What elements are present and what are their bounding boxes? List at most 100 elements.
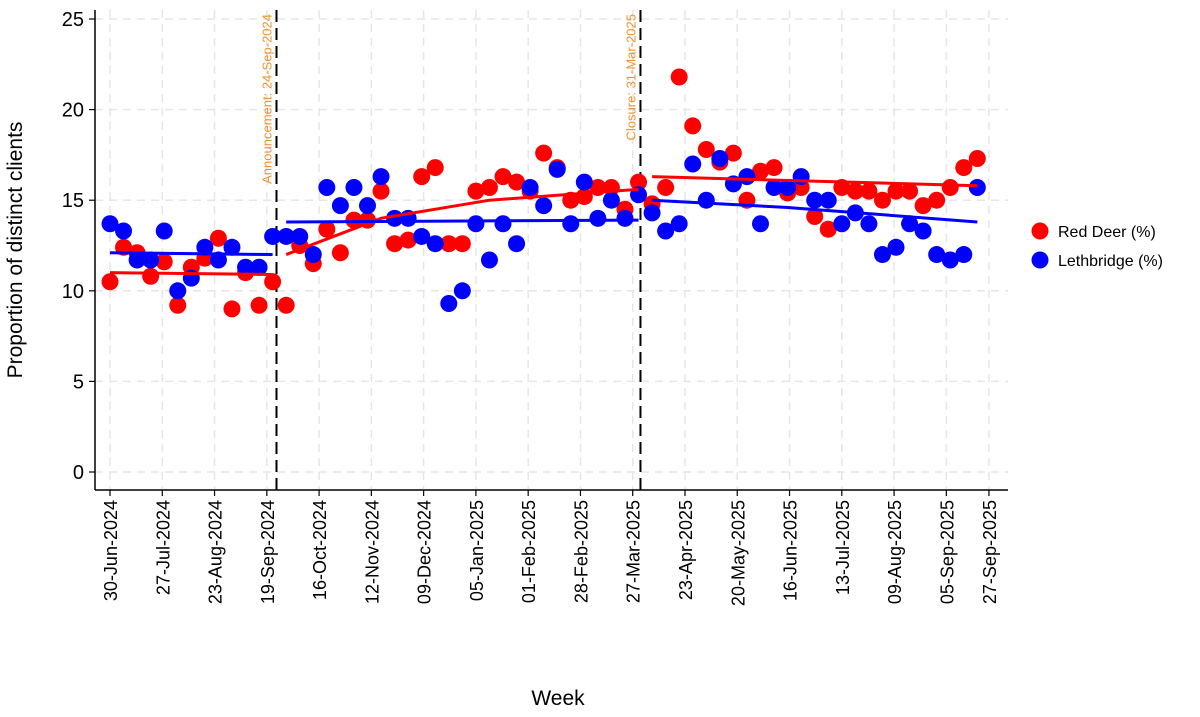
data-point-red-deer bbox=[914, 197, 932, 215]
data-point-red-deer bbox=[440, 235, 458, 253]
data-point-red-deer bbox=[955, 159, 973, 177]
data-point-red-deer bbox=[480, 179, 498, 197]
data-point-red-deer bbox=[142, 267, 160, 285]
event-annotation-label: Closure: 31-Mar-2025 bbox=[623, 14, 638, 140]
data-point-red-deer bbox=[819, 220, 837, 238]
data-point-lethbridge bbox=[196, 238, 214, 256]
data-point-red-deer bbox=[846, 182, 864, 200]
data-point-lethbridge bbox=[833, 215, 851, 233]
data-point-red-deer bbox=[494, 168, 512, 186]
axes bbox=[94, 10, 1008, 491]
data-point-red-deer bbox=[765, 159, 783, 177]
data-point-lethbridge bbox=[968, 179, 986, 197]
data-point-lethbridge bbox=[521, 179, 539, 197]
legend-marker-red-deer bbox=[1031, 222, 1049, 240]
x-tick-label: 12-Nov-2024 bbox=[362, 500, 382, 604]
data-point-red-deer bbox=[751, 162, 769, 180]
data-point-lethbridge bbox=[697, 191, 715, 209]
data-point-lethbridge bbox=[264, 227, 282, 245]
data-point-red-deer bbox=[101, 273, 119, 291]
data-point-red-deer bbox=[670, 68, 688, 86]
data-point-red-deer bbox=[873, 191, 891, 209]
x-tick-label: 16-Jun-2025 bbox=[781, 500, 801, 601]
legend-label-lethbridge: Lethbridge (%) bbox=[1058, 253, 1163, 270]
grid bbox=[95, 10, 1008, 490]
data-point-lethbridge bbox=[779, 179, 797, 197]
legend-marker-lethbridge bbox=[1031, 251, 1049, 269]
data-point-lethbridge bbox=[453, 282, 471, 300]
data-point-red-deer bbox=[426, 159, 444, 177]
x-tick-label: 23-Apr-2025 bbox=[676, 500, 696, 600]
data-point-lethbridge bbox=[928, 246, 946, 264]
data-point-lethbridge bbox=[602, 191, 620, 209]
data-point-red-deer bbox=[535, 144, 553, 162]
fit-line-lethbridge bbox=[651, 198, 978, 224]
data-point-lethbridge bbox=[304, 246, 322, 264]
data-point-red-deer bbox=[806, 208, 824, 226]
x-tick-label: 16-Oct-2024 bbox=[310, 500, 330, 600]
y-tick-label: 5 bbox=[73, 371, 84, 393]
x-tick-label: 13-Jul-2025 bbox=[833, 500, 853, 595]
data-point-red-deer bbox=[223, 300, 241, 318]
data-point-lethbridge bbox=[941, 251, 959, 269]
data-point-red-deer bbox=[901, 182, 919, 200]
data-point-lethbridge bbox=[426, 235, 444, 253]
data-point-red-deer bbox=[928, 191, 946, 209]
data-point-lethbridge bbox=[792, 168, 810, 186]
data-point-lethbridge bbox=[128, 251, 146, 269]
data-point-red-deer bbox=[968, 150, 986, 168]
data-point-red-deer bbox=[169, 296, 187, 314]
data-point-red-deer bbox=[941, 179, 959, 197]
data-point-lethbridge bbox=[345, 179, 363, 197]
data-point-lethbridge bbox=[684, 155, 702, 173]
data-point-lethbridge bbox=[873, 246, 891, 264]
event-lines: Announcement: 24-Sep-2024 Closure: 31-Mar… bbox=[259, 10, 642, 490]
data-point-red-deer bbox=[264, 273, 282, 291]
data-point-lethbridge bbox=[277, 227, 295, 245]
data-point-red-deer bbox=[318, 220, 336, 238]
legend-label-red-deer: Red Deer (%) bbox=[1058, 224, 1156, 241]
x-tick-label: 19-Sep-2024 bbox=[258, 500, 278, 604]
data-point-lethbridge bbox=[318, 179, 336, 197]
data-point-lethbridge bbox=[643, 204, 661, 222]
data-point-red-deer bbox=[684, 117, 702, 135]
data-point-lethbridge bbox=[250, 258, 268, 276]
data-point-lethbridge bbox=[508, 235, 526, 253]
data-point-red-deer bbox=[887, 182, 905, 200]
data-point-red-deer bbox=[860, 182, 878, 200]
x-tick-label: 09-Aug-2025 bbox=[885, 500, 905, 604]
data-points bbox=[101, 68, 986, 318]
fit-line-lethbridge bbox=[286, 218, 639, 224]
data-point-lethbridge bbox=[562, 215, 580, 233]
x-ticks: 30-Jun-2024 27-Jul-2024 23-Aug-2024 19-Sep-… bbox=[101, 490, 1000, 606]
data-point-lethbridge bbox=[413, 227, 431, 245]
y-axis-label: Proportion of distinct clients bbox=[4, 122, 27, 379]
data-point-lethbridge bbox=[657, 222, 675, 240]
data-point-lethbridge bbox=[358, 197, 376, 215]
data-point-red-deer bbox=[453, 235, 471, 253]
data-point-lethbridge bbox=[440, 294, 458, 312]
x-tick-label: 09-Dec-2024 bbox=[415, 500, 435, 604]
data-point-lethbridge bbox=[223, 238, 241, 256]
data-point-red-deer bbox=[508, 173, 526, 191]
data-point-lethbridge bbox=[819, 191, 837, 209]
x-tick-label: 28-Feb-2025 bbox=[571, 500, 591, 603]
data-point-lethbridge bbox=[237, 258, 255, 276]
data-point-lethbridge bbox=[115, 222, 133, 240]
event-annotation-label: Announcement: 24-Sep-2024 bbox=[259, 14, 274, 184]
data-point-red-deer bbox=[209, 229, 227, 247]
data-point-lethbridge bbox=[751, 215, 769, 233]
y-tick-label: 10 bbox=[62, 281, 84, 303]
data-point-lethbridge bbox=[291, 227, 309, 245]
data-point-lethbridge bbox=[738, 168, 756, 186]
data-point-red-deer bbox=[372, 182, 390, 200]
data-point-red-deer bbox=[386, 235, 404, 253]
data-point-lethbridge bbox=[616, 209, 634, 227]
y-tick-label: 0 bbox=[73, 462, 84, 484]
data-point-red-deer bbox=[724, 144, 742, 162]
data-point-red-deer bbox=[413, 168, 431, 186]
data-point-lethbridge bbox=[480, 251, 498, 269]
data-point-red-deer bbox=[277, 296, 295, 314]
data-point-lethbridge bbox=[142, 251, 160, 269]
